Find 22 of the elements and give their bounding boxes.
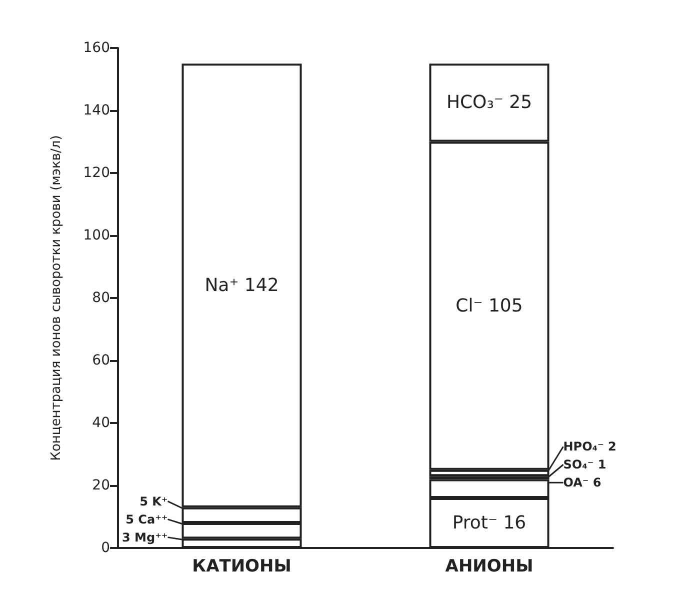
data-label: 5 Ca⁺⁺: [126, 512, 168, 526]
data-label: Na⁺ 142: [204, 275, 279, 296]
y-tick-label: 100: [83, 228, 110, 244]
x-tick-label: АНИОНЫ: [445, 556, 534, 576]
y-tick-label: 40: [92, 415, 110, 431]
y-axis-title: Концентрация ионов сыворотки крови (мэкв/л): [49, 135, 64, 461]
y-tick-label: 0: [101, 540, 110, 556]
y-tick-label: 160: [83, 40, 110, 56]
data-label: HCO₃⁻ 25: [446, 92, 532, 114]
data-label: OA⁻ 6: [563, 476, 602, 490]
data-label: Prot⁻ 16: [452, 512, 526, 534]
y-tick-label: 120: [83, 165, 110, 181]
y-tick-label: 140: [83, 102, 110, 118]
data-label: 5 K⁺: [140, 494, 168, 508]
x-tick-label: КАТИОНЫ: [192, 556, 292, 576]
data-label: 3 Mg⁺⁺: [122, 530, 168, 544]
y-tick-label: 20: [92, 478, 110, 494]
y-tick-label: 60: [92, 352, 110, 368]
data-label: SO₄⁻ 1: [563, 458, 606, 472]
data-label: Cl⁻ 105: [456, 295, 523, 316]
data-label: HPO₄⁻ 2: [563, 440, 616, 454]
y-tick-label: 80: [92, 290, 110, 306]
